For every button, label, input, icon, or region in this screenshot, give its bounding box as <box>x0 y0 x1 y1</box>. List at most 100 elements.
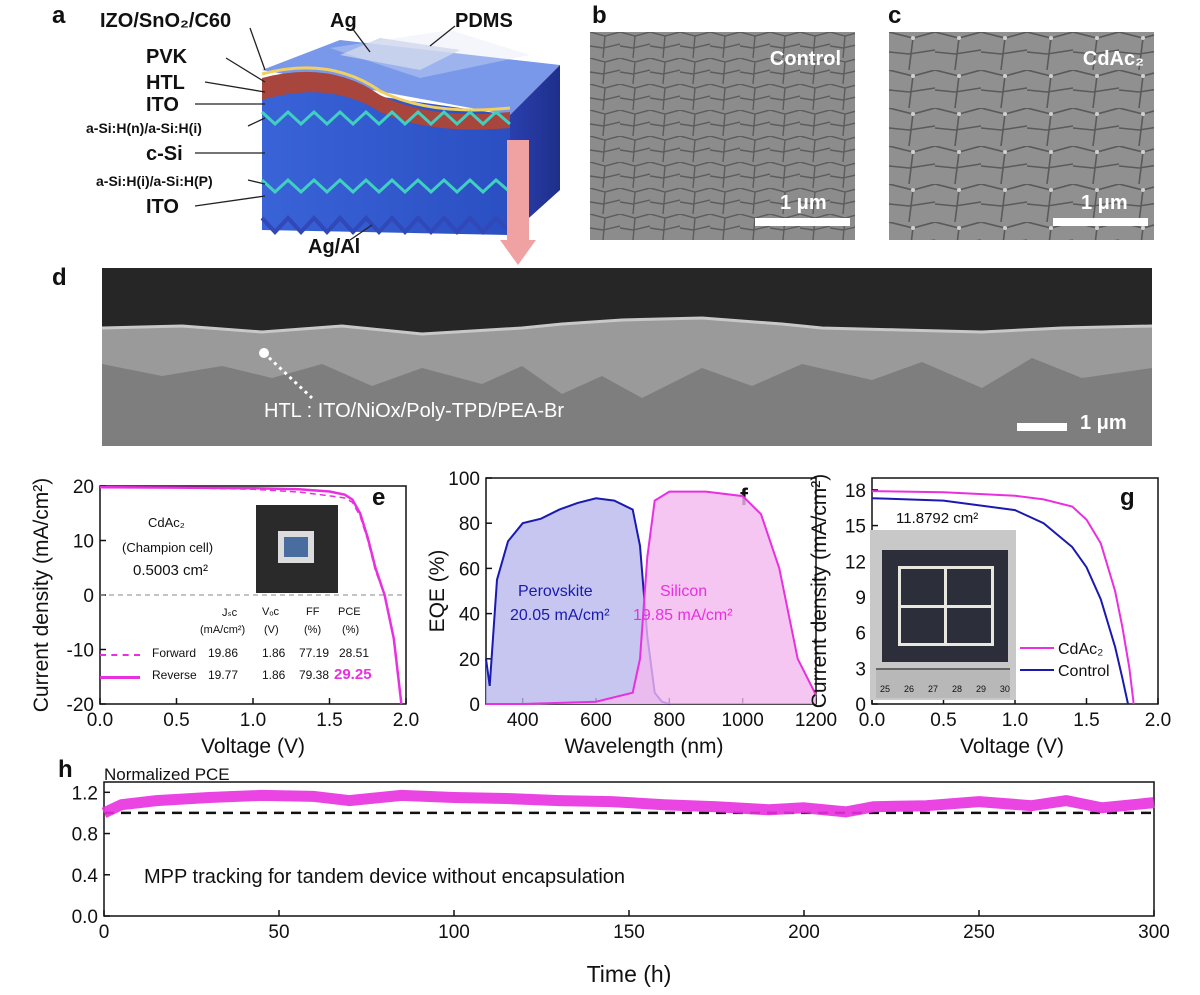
legend-label: Control <box>1058 663 1110 680</box>
layer-label-ito-top: ITO <box>146 94 179 116</box>
e-inset-title: CdAc₂ <box>148 515 185 530</box>
legend-label: CdAc₂ <box>1058 641 1103 658</box>
scale-text-c: 1 μm <box>1081 192 1128 214</box>
e-row-reverse-ff: 79.38 <box>299 668 330 682</box>
e-row-reverse-name: Reverse <box>152 668 197 682</box>
y-axis-title: Normalized PCE <box>104 765 230 784</box>
x-tick-label: 0.5 <box>930 710 956 731</box>
y-tick-label: 1.2 <box>72 783 98 804</box>
sem-image-control: Control 1 μm <box>590 32 855 240</box>
sem-cross-section: HTL : ITO/NiOx/Poly-TPD/PEA-Br 1 μm <box>102 268 1152 446</box>
chart-f-eqe: 400 600 800 1000 1200 0 20 40 60 80 100 Wavelength … <box>426 469 837 758</box>
scale-bar-b <box>755 218 850 226</box>
scale-bar-d <box>1017 423 1067 431</box>
x-axis-title: Voltage (V) <box>960 735 1064 758</box>
x-tick-label: 800 <box>653 710 685 731</box>
x-tick-label: 200 <box>788 922 820 943</box>
e-inset-subtitle: (Champion cell) <box>122 540 214 555</box>
ruler-tick: 28 <box>951 684 962 694</box>
ruler-tick: 29 <box>975 684 986 694</box>
panel-label-c: c <box>888 2 902 29</box>
y-tick-label: 9 <box>855 588 866 609</box>
y-tick-label: 15 <box>845 517 866 538</box>
y-tick-label: 12 <box>845 552 866 573</box>
e-unit-jsc: (mA/cm²) <box>200 624 246 636</box>
e-row-forward-jsc: 19.86 <box>208 646 239 660</box>
e-col-ff: FF <box>306 606 320 618</box>
chart-e-jv-champion: 0.0 0.5 1.0 1.5 2.0 -20 -10 0 10 20 Voltage (V) Cur… <box>30 477 419 758</box>
scale-bar-c <box>1053 218 1148 226</box>
x-tick-label: 400 <box>507 710 539 731</box>
g-ruler: 25 26 27 28 29 30 <box>880 684 1010 694</box>
x-tick-label: 1000 <box>722 710 764 731</box>
x-axis-title: Time (h) <box>587 961 672 987</box>
layer-label-agal: Ag/Al <box>308 236 361 258</box>
ruler-tick: 27 <box>927 684 938 694</box>
ruler-tick: 26 <box>903 684 914 694</box>
f-label-silicon: Silicon <box>660 583 708 600</box>
y-tick-label: 0 <box>469 695 480 716</box>
x-tick-label: 2.0 <box>1145 710 1171 731</box>
y-tick-label: 60 <box>459 559 480 580</box>
panel-label-g: g <box>1120 484 1135 511</box>
x-tick-label: 300 <box>1138 922 1170 943</box>
x-tick-label: 0.0 <box>859 710 885 731</box>
e-col-voc: Vₒᴄ <box>262 606 279 618</box>
x-tick-label: 1.0 <box>1002 710 1028 731</box>
eqe-area-silicon <box>486 491 816 704</box>
chart-h-mpp: 0 50 100 150 200 250 300 0.0 0.4 0.8 1.2 Normalized… <box>72 765 1170 987</box>
jv-curve-control <box>871 497 1129 705</box>
y-tick-label: 20 <box>459 650 480 671</box>
x-tick-label: 100 <box>438 922 470 943</box>
g-area: 11.8792 cm² <box>896 510 979 527</box>
x-tick-label: 600 <box>580 710 612 731</box>
x-axis-title: Wavelength (nm) <box>564 735 723 758</box>
panel-label-d: d <box>52 264 67 291</box>
y-tick-label: 0.4 <box>72 866 99 887</box>
y-tick-label: 6 <box>855 624 866 645</box>
e-device-photo <box>256 505 338 593</box>
x-tick-label: 50 <box>268 922 289 943</box>
cross-section-shape <box>102 316 1152 446</box>
jv-curve-cdac₂ <box>871 490 1135 705</box>
layer-label-asi-p: a-Si:H(i)/a-Si:H(P) <box>96 173 213 189</box>
y-tick-label: -10 <box>67 641 94 662</box>
panel-label-b: b <box>592 2 607 29</box>
x-tick-label: 1.0 <box>240 710 266 731</box>
f-jsc-silicon: 19.85 mA/cm² <box>633 607 733 624</box>
e-row-reverse-pce: 29.25 <box>334 666 372 683</box>
y-tick-label: 80 <box>459 514 480 535</box>
device-schematic <box>194 25 560 265</box>
y-tick-label: 40 <box>459 605 480 626</box>
layer-label-ag: Ag <box>330 10 357 32</box>
x-tick-label: 150 <box>613 922 645 943</box>
e-row-forward-pce: 28.51 <box>339 646 370 660</box>
layer-label-asi-n: a-Si:H(n)/a-Si:H(i) <box>86 120 202 136</box>
y-axis-title: Current density (mA/cm²) <box>808 474 831 709</box>
y-tick-label: 3 <box>855 659 866 680</box>
scale-text-d: 1 μm <box>1080 412 1127 434</box>
e-col-pce: PCE <box>338 606 361 618</box>
y-tick-label: 0 <box>83 586 94 607</box>
e-row-forward-ff: 77.19 <box>299 646 330 660</box>
chart-g-jv-large: 0.0 0.5 1.0 1.5 2.0 0 3 6 9 12 15 18 CdAc₂ Control Vol… <box>808 474 1171 758</box>
htl-annotation: HTL : ITO/NiOx/Poly-TPD/PEA-Br <box>264 400 565 422</box>
layer-label-izo: IZO/SnO₂/C60 <box>100 10 232 32</box>
x-tick-label: 1.5 <box>316 710 342 731</box>
y-tick-label: 18 <box>845 481 866 502</box>
y-tick-label: 20 <box>73 477 94 498</box>
y-tick-label: 100 <box>448 469 480 490</box>
layer-label-htl: HTL <box>146 72 185 94</box>
e-legend-reverse-line <box>100 676 140 679</box>
scale-text-b: 1 μm <box>780 192 827 214</box>
layer-label-pdms: PDMS <box>455 10 513 32</box>
sem-caption-control: Control <box>769 48 841 70</box>
sem-caption-cdac: CdAc₂ <box>1082 48 1144 70</box>
e-unit-ff: (%) <box>304 624 322 636</box>
x-tick-label: 0.0 <box>87 710 113 731</box>
h-annotation: MPP tracking for tandem device without e… <box>144 866 626 888</box>
e-legend-forward-line <box>100 654 140 656</box>
e-row-reverse-voc: 1.86 <box>262 668 286 682</box>
panel-label-e: e <box>372 484 386 511</box>
g-device-photo <box>870 530 1016 700</box>
